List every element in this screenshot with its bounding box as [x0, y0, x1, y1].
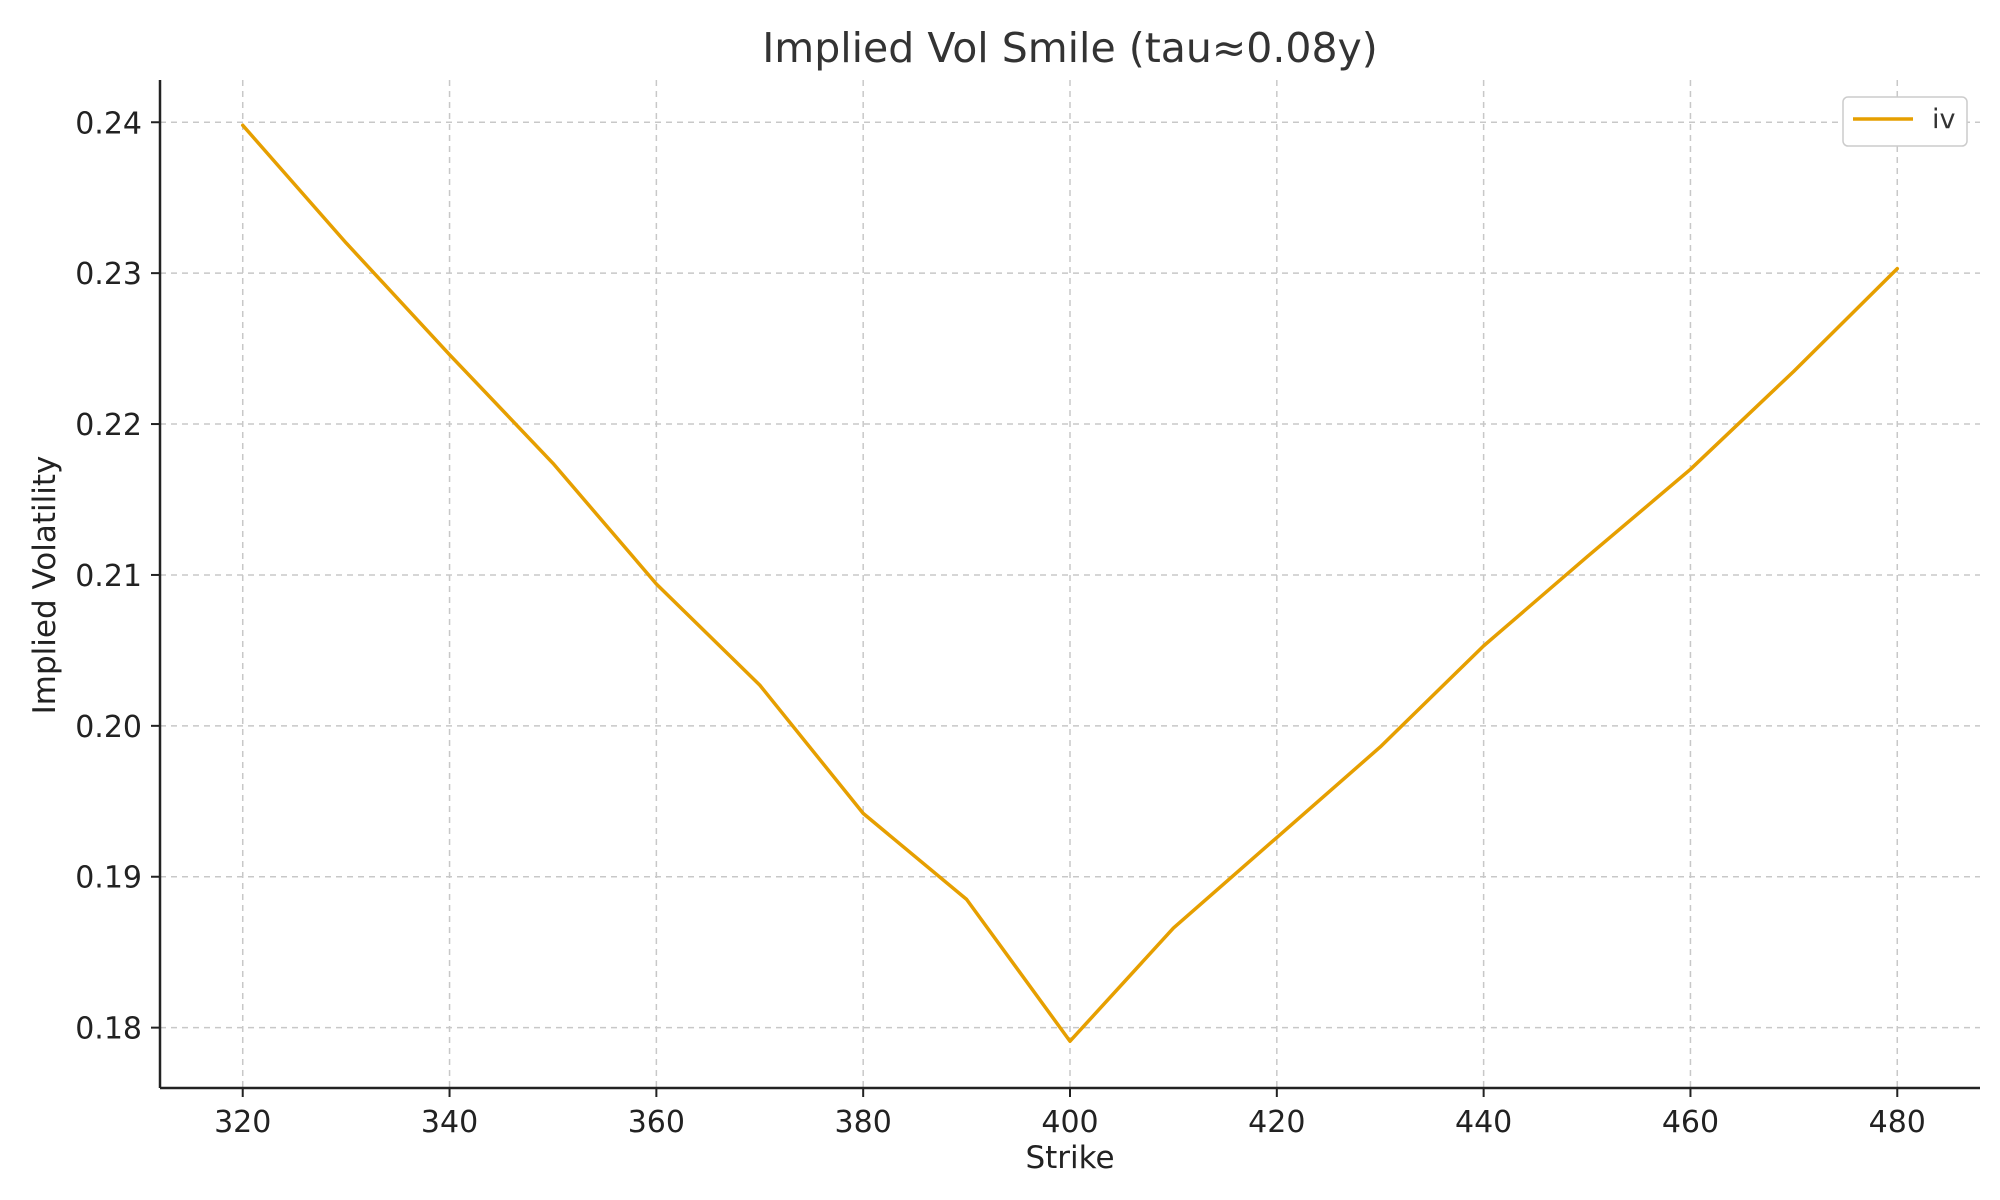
- legend: iv: [1842, 96, 1968, 147]
- x-tick-label-420: 420: [1248, 1105, 1305, 1140]
- x-tick-label-340: 340: [421, 1105, 478, 1140]
- y-tick-label-0.20: 0.20: [75, 710, 142, 745]
- x-tick-label-320: 320: [214, 1105, 271, 1140]
- x-tick-label-380: 380: [835, 1105, 892, 1140]
- y-tick-label-0.22: 0.22: [75, 408, 142, 443]
- series-layer: [240, 123, 1900, 1043]
- x-axis-label: Strike: [1025, 1140, 1114, 1176]
- legend-label-iv: iv: [1932, 104, 1956, 135]
- y-axis-label: Implied Volatility: [27, 456, 63, 715]
- chart-title: Implied Vol Smile (tau≈0.08y): [762, 24, 1378, 72]
- series-line-iv: [240, 123, 1900, 1043]
- grid-layer: [160, 80, 1980, 1088]
- y-tick-label-0.24: 0.24: [75, 106, 142, 141]
- x-tick-label-440: 440: [1455, 1105, 1512, 1140]
- x-tick-label-400: 400: [1041, 1105, 1098, 1140]
- y-tick-label-0.18: 0.18: [75, 1012, 142, 1047]
- tick-layer: 320 340 360 380 400 420 440 460 480 0.18 0.19 0.20 0…: [75, 106, 1926, 1140]
- axis-layer: [158, 80, 1980, 1090]
- legend-box: [1842, 96, 1968, 147]
- x-tick-label-360: 360: [628, 1105, 685, 1140]
- x-tick-label-480: 480: [1869, 1105, 1926, 1140]
- x-tick-label-460: 460: [1662, 1105, 1719, 1140]
- y-tick-label-0.23: 0.23: [75, 257, 142, 292]
- y-tick-label-0.21: 0.21: [75, 559, 142, 594]
- y-tick-label-0.19: 0.19: [75, 861, 142, 896]
